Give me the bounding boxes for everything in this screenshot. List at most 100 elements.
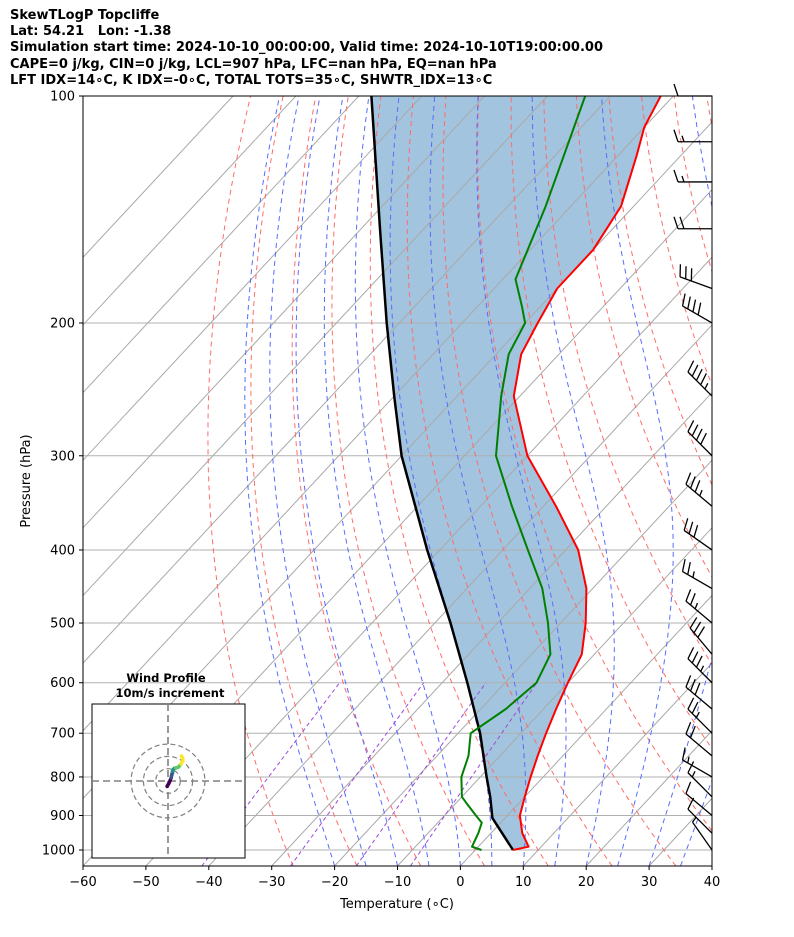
moist-adiabat-line [269, 96, 367, 866]
chart-title-times: Simulation start time: 2024-10-10_00:00:… [10, 40, 603, 55]
moist-adiabat-line [354, 96, 461, 866]
x-tick-label: −20 [321, 875, 348, 890]
dry-adiabat-line [406, 96, 613, 866]
dry-adiabat-line [510, 96, 712, 750]
x-tick-label: 10 [515, 875, 532, 890]
isotherm-line [397, 527, 712, 866]
y-tick-label: 200 [50, 316, 75, 331]
x-tick-label: −40 [195, 875, 222, 890]
mixing-ratio-line [409, 682, 538, 866]
x-tick-label: 20 [578, 875, 595, 890]
wind-barb [687, 647, 713, 684]
x-tick-label: −30 [258, 875, 285, 890]
dry-adiabat-line [477, 96, 712, 832]
y-tick-label: 800 [50, 770, 75, 785]
moist-adiabat-line [531, 96, 615, 866]
moist-adiabat-line [429, 96, 527, 866]
isotherm-line [83, 96, 611, 664]
dry-adiabat-line [442, 96, 677, 866]
dry-adiabat-line [250, 96, 358, 866]
x-tick-label: −10 [384, 875, 411, 890]
dry-adiabat-line [207, 96, 294, 866]
wind-barb [685, 781, 713, 817]
dry-adiabat-line [772, 96, 794, 866]
wind-barb [673, 83, 712, 97]
inset-subtitle: 10m/s increment [116, 686, 225, 700]
parcel-profile-line [370, 96, 515, 851]
isotherm-line [83, 96, 423, 461]
wind-barb [687, 360, 713, 397]
isotherm-line [208, 324, 712, 866]
moist-adiabat-line [244, 96, 336, 866]
chart-title-station: SkewTLogP Topcliffe [10, 8, 160, 23]
temperature-profile-line [512, 96, 662, 851]
moist-adiabat-line [295, 96, 398, 866]
y-axis-label: Pressure (hPa) [19, 434, 34, 527]
moist-adiabat-line [648, 96, 712, 866]
moist-adiabat-line [680, 778, 712, 866]
wind-barb [681, 559, 713, 590]
y-tick-label: 900 [50, 809, 75, 824]
wind-barb [681, 747, 713, 778]
x-tick-label: −50 [132, 875, 159, 890]
wind-barb [685, 721, 713, 757]
isotherm-line [271, 391, 712, 866]
x-tick-label: 30 [641, 875, 658, 890]
wind-barb [687, 420, 713, 457]
y-tick-label: 500 [50, 617, 75, 632]
wind-barb [687, 761, 713, 798]
wind-barb [685, 472, 713, 507]
inset-title: Wind Profile [126, 671, 206, 685]
isotherm-line [775, 96, 794, 866]
wind-barb [685, 675, 713, 710]
x-tick-label: −60 [69, 875, 96, 890]
y-tick-label: 100 [50, 90, 75, 105]
mixing-ratio-line [290, 682, 425, 866]
wind-barb [681, 293, 713, 324]
isotherm-line [83, 96, 674, 732]
isotherm-line [522, 662, 712, 866]
y-tick-label: 400 [50, 543, 75, 558]
isotherm-line [83, 96, 360, 394]
wind-barb [685, 589, 713, 624]
wind-barb [691, 816, 713, 851]
chart-title-convective-params: CAPE=0 j/kg, CIN=0 j/kg, LCL=907 hPa, LF… [10, 57, 497, 72]
wind-barb [673, 169, 712, 183]
hodograph-inset: Wind Profile 10m/s increment [91, 671, 246, 859]
hodograph-segment [179, 754, 185, 760]
x-tick-label: 40 [704, 875, 721, 890]
dry-adiabat-line [291, 96, 422, 866]
wind-barb [673, 129, 712, 143]
mixing-ratio-line [355, 682, 487, 866]
y-tick-label: 1000 [42, 844, 75, 859]
cin-shaded-area [371, 96, 661, 850]
x-tick-label: 0 [456, 875, 464, 890]
wind-barb [689, 617, 713, 655]
dry-adiabat-line [575, 96, 712, 579]
dry-adiabat-line [739, 96, 794, 866]
isotherm-line [83, 96, 234, 259]
isotherm-line [83, 96, 485, 529]
wind-barb [683, 518, 713, 551]
chart-title-indices: LFT IDX=14∘C, K IDX=-0∘C, TOTAL TOTS=35∘… [10, 73, 493, 88]
wind-barb [673, 216, 712, 230]
dewpoint-profile-line [460, 96, 587, 851]
isotherm-line [460, 594, 712, 866]
isotherm-line [334, 459, 712, 866]
dry-adiabat-line [608, 96, 712, 487]
wind-barb [679, 264, 713, 290]
isotherm-line [711, 865, 712, 866]
moist-adiabat-line [711, 864, 712, 866]
moist-adiabat-line [323, 96, 430, 866]
isotherm-line [585, 729, 712, 866]
x-axis-label: Temperature (∘C) [339, 897, 454, 912]
moist-adiabat-line [601, 96, 674, 866]
y-tick-label: 600 [50, 676, 75, 691]
wind-barb [687, 697, 713, 734]
chart-title-location: Lat: 54.21 Lon: -1.38 [10, 24, 172, 39]
isotherm-line [83, 96, 297, 326]
isotherm-line [83, 96, 548, 597]
y-tick-label: 700 [50, 727, 75, 742]
y-tick-label: 300 [50, 449, 75, 464]
